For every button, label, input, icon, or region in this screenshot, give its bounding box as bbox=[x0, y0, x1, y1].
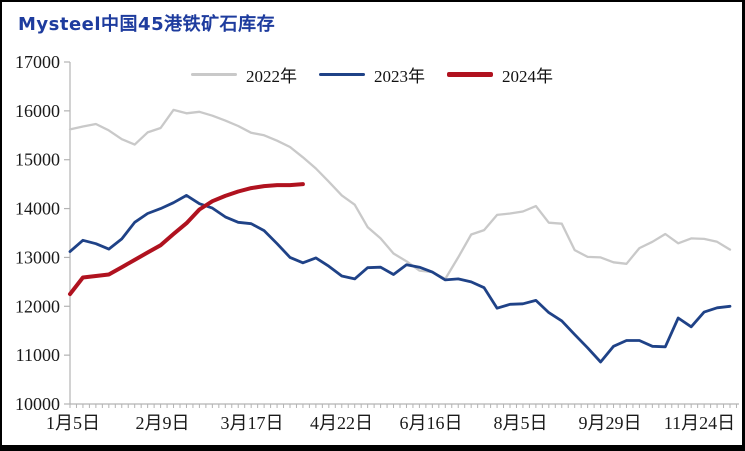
legend-swatch-2024 bbox=[447, 72, 493, 77]
y-axis-label: 11000 bbox=[16, 345, 60, 365]
chart-plot: 10000 11000 12000 13000 14000 15000 16000 17000… bbox=[15, 52, 739, 433]
chart-legend: 2022年 2023年 2024年 bbox=[2, 62, 742, 87]
series-line-2023 bbox=[68, 193, 732, 364]
series-line-2022 bbox=[68, 108, 732, 281]
legend-item-2022: 2022年 bbox=[191, 62, 297, 87]
legend-item-2023: 2023年 bbox=[319, 62, 425, 87]
y-axis-label: 17000 bbox=[15, 52, 60, 72]
x-axis-label: 8月5日 bbox=[494, 413, 548, 433]
y-axis-label: 16000 bbox=[15, 101, 60, 121]
x-axis-label: 3月17日 bbox=[221, 413, 284, 433]
legend-label-2022: 2022年 bbox=[246, 67, 297, 86]
legend-item-2024: 2024年 bbox=[447, 62, 553, 87]
x-axis-label: 1月5日 bbox=[46, 413, 100, 433]
legend-swatch-2022 bbox=[191, 73, 237, 76]
x-axis-label: 6月16日 bbox=[400, 413, 463, 433]
y-axis-label: 13000 bbox=[15, 247, 60, 267]
x-axis-label: 2月9日 bbox=[136, 413, 190, 433]
x-axis-label: 11月24日 bbox=[664, 413, 735, 433]
y-axis-label: 14000 bbox=[15, 199, 60, 219]
y-axis-label: 10000 bbox=[15, 394, 60, 414]
series-line-2024 bbox=[68, 182, 305, 297]
x-axis-label: 9月29日 bbox=[579, 413, 642, 433]
legend-swatch-2023 bbox=[319, 73, 365, 76]
legend-label-2024: 2024年 bbox=[502, 67, 553, 86]
x-axis-label: 4月22日 bbox=[310, 413, 373, 433]
chart-title: Mysteel中国45港铁矿石库存 bbox=[18, 14, 276, 35]
y-axis-label: 12000 bbox=[15, 296, 60, 316]
y-axis-label: 15000 bbox=[15, 150, 60, 170]
legend-label-2023: 2023年 bbox=[374, 67, 425, 86]
